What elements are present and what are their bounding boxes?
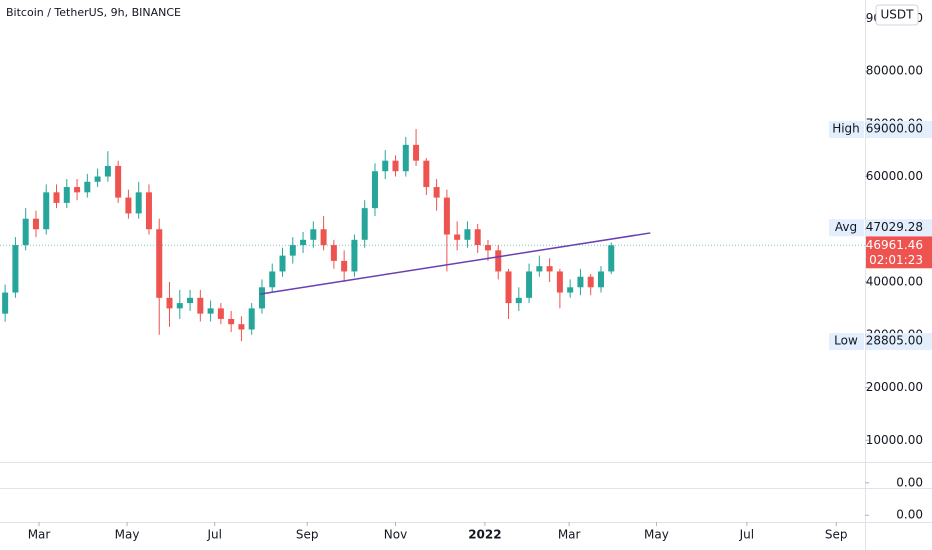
candle-body <box>115 165 122 198</box>
candle-body <box>495 250 502 272</box>
candle-body <box>104 165 111 177</box>
candle-body <box>382 160 389 172</box>
candle-body <box>371 171 378 209</box>
x-tick-label: 2022 <box>468 528 501 542</box>
candle-body <box>536 266 543 272</box>
candle-body <box>402 144 409 172</box>
candle-body <box>608 245 615 272</box>
candle-body <box>310 229 317 240</box>
candle-body <box>484 245 491 251</box>
x-tick-label: May <box>644 528 669 542</box>
candle-body <box>63 187 70 203</box>
candle-body <box>556 271 563 293</box>
candle-body <box>125 197 132 214</box>
candle-body <box>289 245 296 256</box>
candle-body <box>413 144 420 161</box>
countdown: 02:01:23 <box>869 253 923 267</box>
stat-label-badge <box>829 219 864 237</box>
candle-body <box>443 197 450 235</box>
y-tick-label: 0.00 <box>896 475 923 489</box>
candle-body <box>94 176 101 182</box>
x-tick-label: Mar <box>558 528 581 542</box>
candle-body <box>43 192 50 230</box>
candle-body <box>135 192 142 214</box>
y-tick-label: 40000.00 <box>866 275 923 289</box>
candle-body <box>238 324 245 330</box>
x-tick-label: Jul <box>739 528 754 542</box>
candle-body <box>156 229 163 298</box>
stat-value-badge <box>866 121 932 139</box>
stat-label: Avg <box>835 220 857 234</box>
candle-body <box>577 276 584 288</box>
candle-body <box>145 192 152 230</box>
currency-label[interactable]: USDT <box>881 8 915 22</box>
candle-body <box>423 160 430 188</box>
candle-body <box>53 192 60 203</box>
candle-body <box>454 234 461 240</box>
candle-body <box>279 255 286 272</box>
stat-value-badge <box>866 219 932 237</box>
candle-body <box>228 318 235 325</box>
chart-title: Bitcoin / TetherUS, 9h, BINANCE <box>6 6 181 19</box>
x-tick-label: Mar <box>28 528 51 542</box>
candle-body <box>433 187 440 198</box>
y-tick-label: 20000.00 <box>866 380 923 394</box>
candle-body <box>22 218 29 246</box>
candle-body <box>464 229 471 240</box>
candle-body <box>176 303 183 309</box>
last-price-badge <box>866 236 932 269</box>
candle-body <box>526 271 533 298</box>
y-tick-label: 10000.00 <box>866 433 923 447</box>
stat-value: 28805.00 <box>866 334 923 348</box>
candle-body <box>474 229 481 246</box>
x-tick-label: Nov <box>384 528 407 542</box>
candle-body <box>269 271 276 288</box>
stat-label: Low <box>834 334 858 348</box>
candle-body <box>84 181 91 193</box>
candle-body <box>300 239 307 246</box>
x-tick-label: Sep <box>825 528 848 542</box>
candle-body <box>341 260 348 272</box>
candle-body <box>166 297 173 309</box>
candle-body <box>515 297 522 304</box>
x-tick-label: Jul <box>206 528 221 542</box>
candle-body <box>361 208 368 240</box>
last-price-value: 46961.46 <box>866 238 923 252</box>
candle-body <box>320 229 327 246</box>
stat-value-badge <box>866 333 932 351</box>
candle-body <box>597 271 604 288</box>
candle-body <box>587 276 594 288</box>
candle-body <box>546 266 553 272</box>
candle-body <box>505 271 512 304</box>
stat-label: High <box>832 122 860 136</box>
candle-body <box>330 245 337 261</box>
candle-body <box>248 308 255 330</box>
currency-button <box>875 4 919 26</box>
candle-body <box>2 292 9 314</box>
stat-label-badge <box>829 333 864 351</box>
y-tick-label: 80000.00 <box>866 64 923 78</box>
stat-value: 69000.00 <box>866 122 923 136</box>
stat-label-badge <box>829 121 864 139</box>
trend-line <box>259 232 651 295</box>
y-tick-label: 60000.00 <box>866 169 923 183</box>
candle-body <box>12 245 19 293</box>
y-tick-label: 0.00 <box>896 508 923 522</box>
stat-value: 47029.28 <box>866 220 923 234</box>
candle-body <box>32 218 39 230</box>
candle-body <box>187 297 194 304</box>
candle-body <box>392 160 399 172</box>
x-tick-label: Sep <box>296 528 319 542</box>
candle-body <box>207 308 214 314</box>
candle-body <box>351 239 358 272</box>
candle-body <box>217 308 224 319</box>
candle-body <box>197 297 204 314</box>
candle-body <box>74 187 81 193</box>
x-tick-label: May <box>115 528 140 542</box>
candle-body <box>567 287 574 293</box>
candle-body <box>258 287 265 309</box>
